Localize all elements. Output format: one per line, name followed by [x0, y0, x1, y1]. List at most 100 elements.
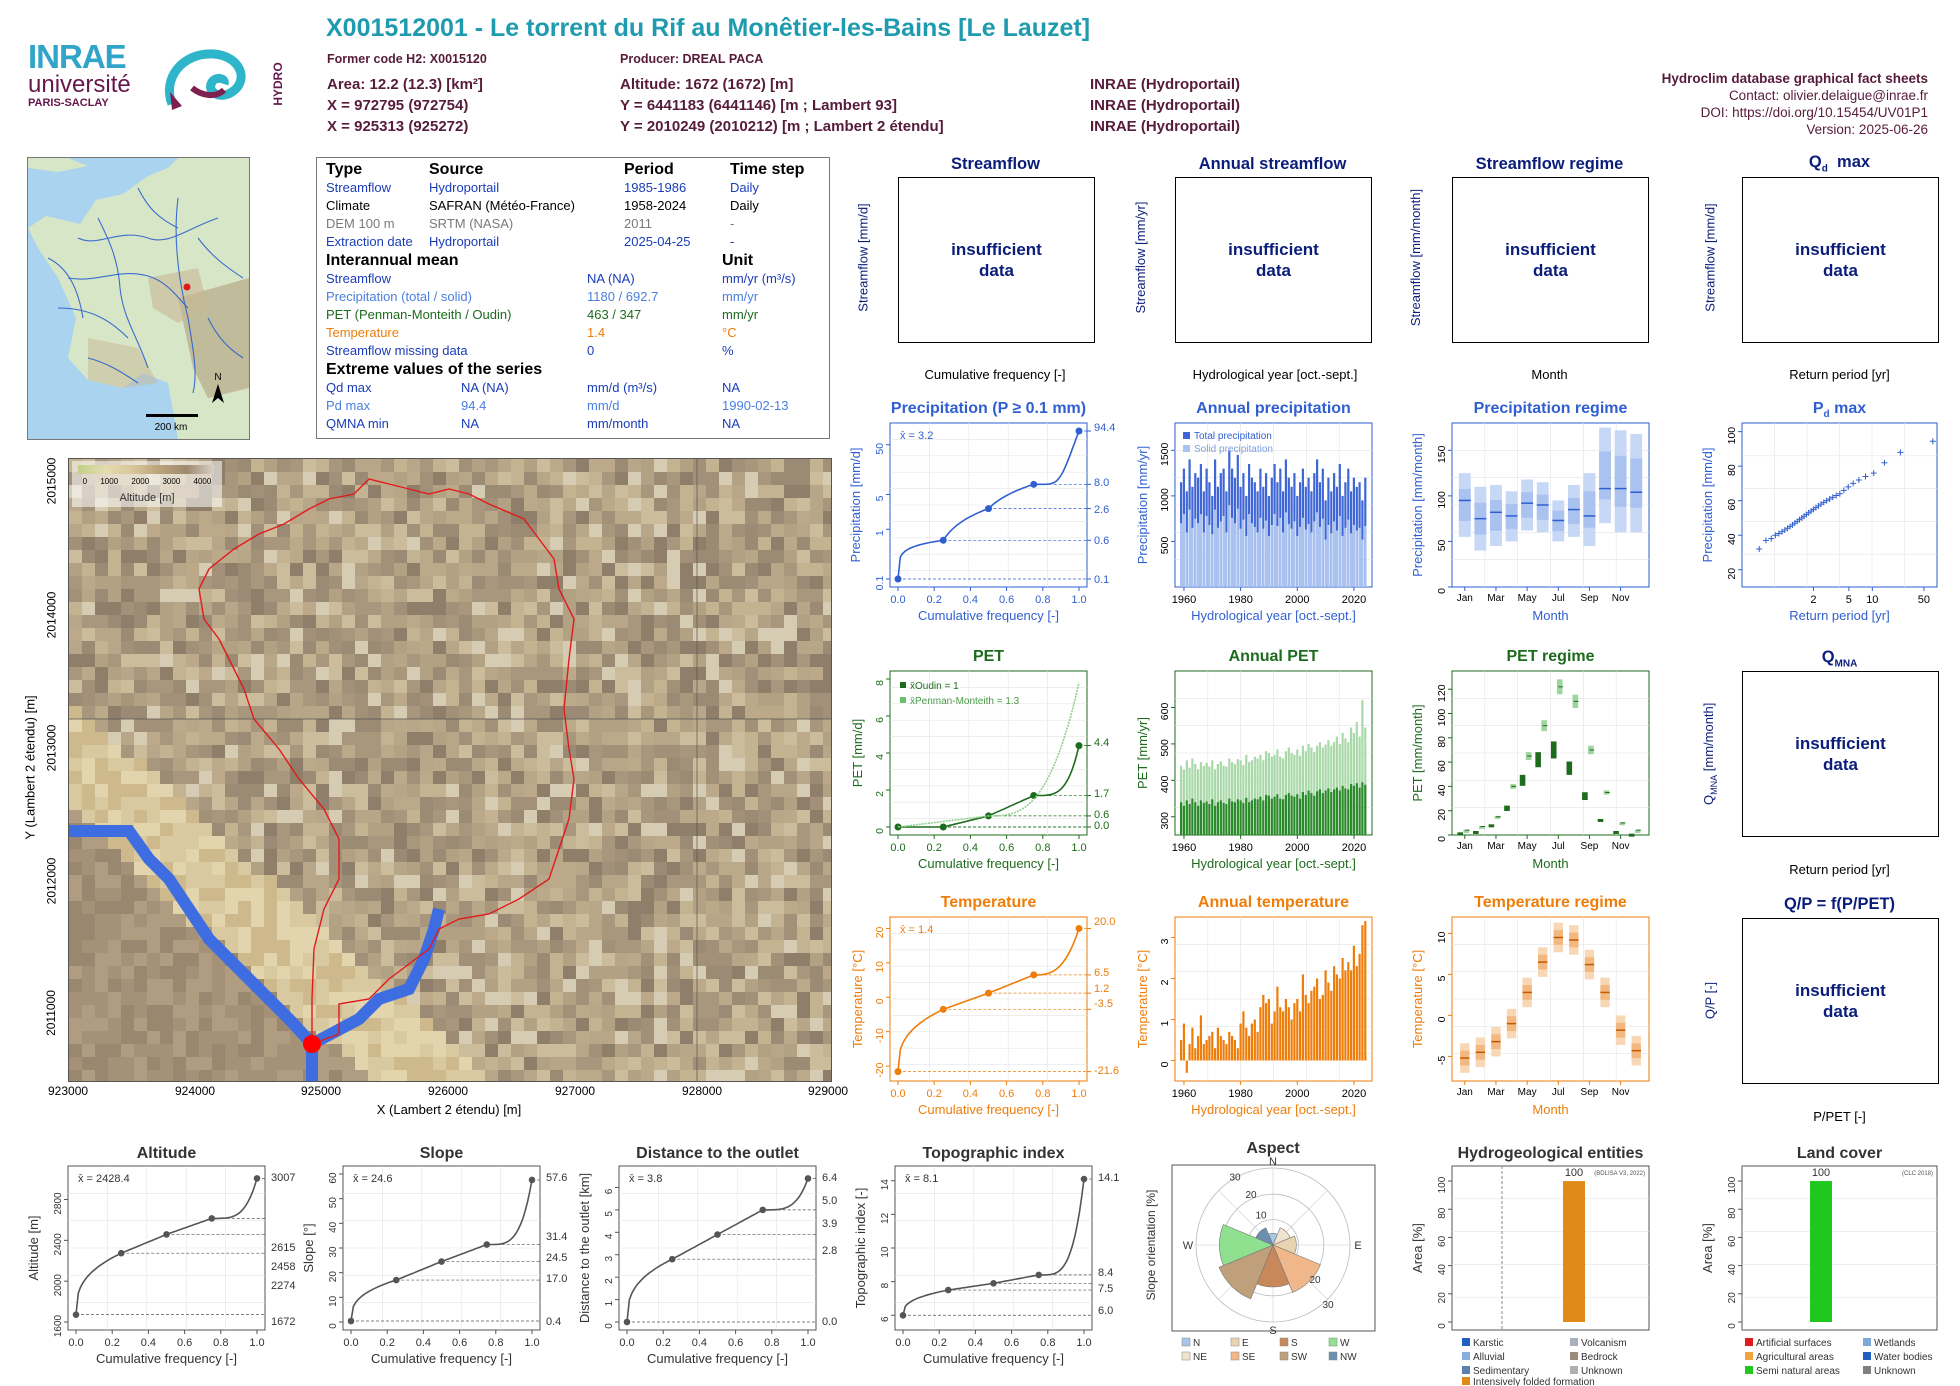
- y-tick-label: 1000: [1159, 488, 1171, 512]
- x-tick-label: 10: [1866, 594, 1878, 606]
- pet-oudin-bar: [1301, 792, 1304, 835]
- legend-swatch: [1279, 1337, 1289, 1347]
- temp-bar: [1208, 1035, 1211, 1061]
- pet-pm-bar: [1287, 747, 1290, 835]
- solid-precip-bar: [1284, 512, 1287, 587]
- pet-pm-bar: [1330, 745, 1333, 835]
- pet-oudin-box: [1519, 774, 1526, 786]
- dem-xticks: 923000 924000 925000 926000 927000 92800…: [48, 1084, 849, 1098]
- solid-precip-bar: [1233, 523, 1236, 587]
- x-tick-label: May: [1518, 841, 1537, 852]
- aspect-sector: [1219, 1224, 1274, 1266]
- solid-precip-bar: [1324, 539, 1327, 587]
- solid-precip-bar: [1265, 520, 1268, 587]
- altitude: Altitude: 1672 (1672) [m]: [620, 76, 794, 93]
- pet-pm-bar: [1310, 747, 1313, 835]
- quantile-label: 57.6: [546, 1172, 567, 1184]
- solid-precip-bar: [1242, 519, 1245, 587]
- chart-title: Aspect: [1246, 1140, 1300, 1157]
- legend-label: Karstic: [1473, 1338, 1504, 1349]
- solid-precip-bar: [1310, 532, 1313, 587]
- pet-oudin-bar: [1205, 801, 1208, 835]
- quantile-label: 6.5: [1094, 967, 1109, 979]
- y-tick-label: 4: [604, 1233, 615, 1239]
- x-axis-label: Cumulative frequency [-]: [647, 1351, 788, 1366]
- x-axis-label: Cumulative frequency [-]: [923, 1351, 1064, 1366]
- x-tick-label: 2020: [1342, 842, 1366, 854]
- pet-pm-bar: [1259, 754, 1262, 835]
- dir-e: E: [1354, 1240, 1361, 1252]
- pet-oudin-bar: [1242, 802, 1245, 835]
- y-axis-label: Precipitation [mm/d]: [848, 448, 863, 563]
- temp-bar: [1180, 1040, 1183, 1061]
- contact[interactable]: Contact: olivier.delaigue@inrae.fr: [1728, 88, 1928, 103]
- legend-swatch: [1462, 1338, 1470, 1346]
- catchment-outline: [198, 478, 575, 1046]
- streamflow-regime-xlabel: Month: [1531, 367, 1568, 382]
- y-tick-label: 2: [1159, 979, 1171, 985]
- y-tick-label: -20: [874, 1062, 886, 1077]
- y-tick-label: 1: [604, 1300, 615, 1306]
- legend-label: SE: [1242, 1352, 1256, 1363]
- x-tick-label: 0.2: [927, 594, 942, 606]
- hydro-text: HYDRO: [271, 62, 285, 105]
- y-tick-label: 0: [1436, 1016, 1448, 1022]
- x-tick-label: 50: [1918, 594, 1930, 606]
- solid-precip-bar: [1301, 517, 1304, 587]
- pet-pm-bar: [1231, 762, 1234, 835]
- y-tick-label: 1: [874, 530, 886, 536]
- logo-inrae: INRAE université PARIS-SACLAY: [28, 40, 148, 118]
- pdmax-point: [1897, 449, 1904, 456]
- pet-oudin-bar: [1182, 805, 1185, 835]
- temp-bar: [1216, 1027, 1219, 1061]
- chart-title: Precipitation regime: [1474, 400, 1628, 417]
- solid-precip-bar: [1279, 517, 1282, 587]
- mean-label: x̄ = 1.4: [900, 924, 933, 936]
- pet-oudin-bar: [1279, 798, 1282, 835]
- x-axis-label: Month: [1532, 856, 1568, 871]
- ring-label: 10: [1255, 1211, 1267, 1222]
- mean-row-streamflow: Streamflow NA (NA) mm/yr (m³/s): [326, 271, 796, 286]
- pet-pm-bar: [1211, 760, 1214, 835]
- temp-bar: [1350, 970, 1353, 1061]
- info-row-streamflow: Streamflow Hydroportail 1985-1986 Daily: [326, 180, 759, 195]
- former-code: Former code H2: X0015120: [327, 52, 487, 66]
- legend-swatch: [1230, 1351, 1240, 1361]
- pet-pm-bar: [1299, 755, 1302, 835]
- pet-pm-bar: [1318, 742, 1321, 835]
- aspect-sector: [1272, 1244, 1321, 1293]
- plot-frame: [1741, 1165, 1938, 1331]
- temp-bar: [1313, 986, 1316, 1061]
- area: Area: 12.2 (12.3) [km²]: [327, 76, 483, 93]
- pet-pm-bar: [1233, 763, 1236, 835]
- temp-bar: [1214, 1048, 1217, 1061]
- pet-pm-bar: [1290, 753, 1293, 835]
- x-tick-label: 0.0: [343, 1337, 358, 1349]
- temp-bar: [1262, 994, 1265, 1061]
- pet-oudin-bar: [1219, 800, 1222, 835]
- temp-bar: [1228, 1031, 1231, 1061]
- quantile-label: 2.6: [1094, 504, 1109, 516]
- chart-title: Topographic index: [923, 1145, 1065, 1162]
- qd-max-xlabel: Return period [yr]: [1789, 367, 1890, 382]
- y-tick-label: 0: [328, 1323, 339, 1329]
- pdmax-point: [1775, 530, 1782, 537]
- x-tick-label: 1.0: [1071, 842, 1086, 854]
- pet-oudin-bar: [1321, 793, 1324, 835]
- doi-link[interactable]: DOI: https://doi.org/10.15454/UV01P1: [1700, 105, 1928, 120]
- solid-precip-bar: [1202, 532, 1205, 587]
- pdmax-point: [1756, 546, 1763, 553]
- solid-precip-bar: [1259, 517, 1262, 587]
- solid-precip-bar: [1327, 525, 1330, 587]
- temp-bar: [1267, 999, 1270, 1061]
- x-tick-label: Jul: [1552, 841, 1565, 852]
- temp-bar: [1321, 994, 1324, 1061]
- quantile-label: 17.0: [546, 1273, 567, 1285]
- temp-bar: [1333, 966, 1336, 1061]
- temp-bar: [1273, 1011, 1276, 1061]
- pet-oudin-bar: [1352, 785, 1355, 835]
- annual-streamflow-xlabel: Hydrological year [oct.-sept.]: [1192, 367, 1358, 382]
- y-lambert2: Y = 2010249 (2010212) [m ; Lambert 2 éte…: [620, 118, 944, 135]
- pet-pm-bar: [1358, 736, 1361, 835]
- dem-legend: 0 1000 2000 3000 4000 Altitude [m]: [72, 461, 222, 507]
